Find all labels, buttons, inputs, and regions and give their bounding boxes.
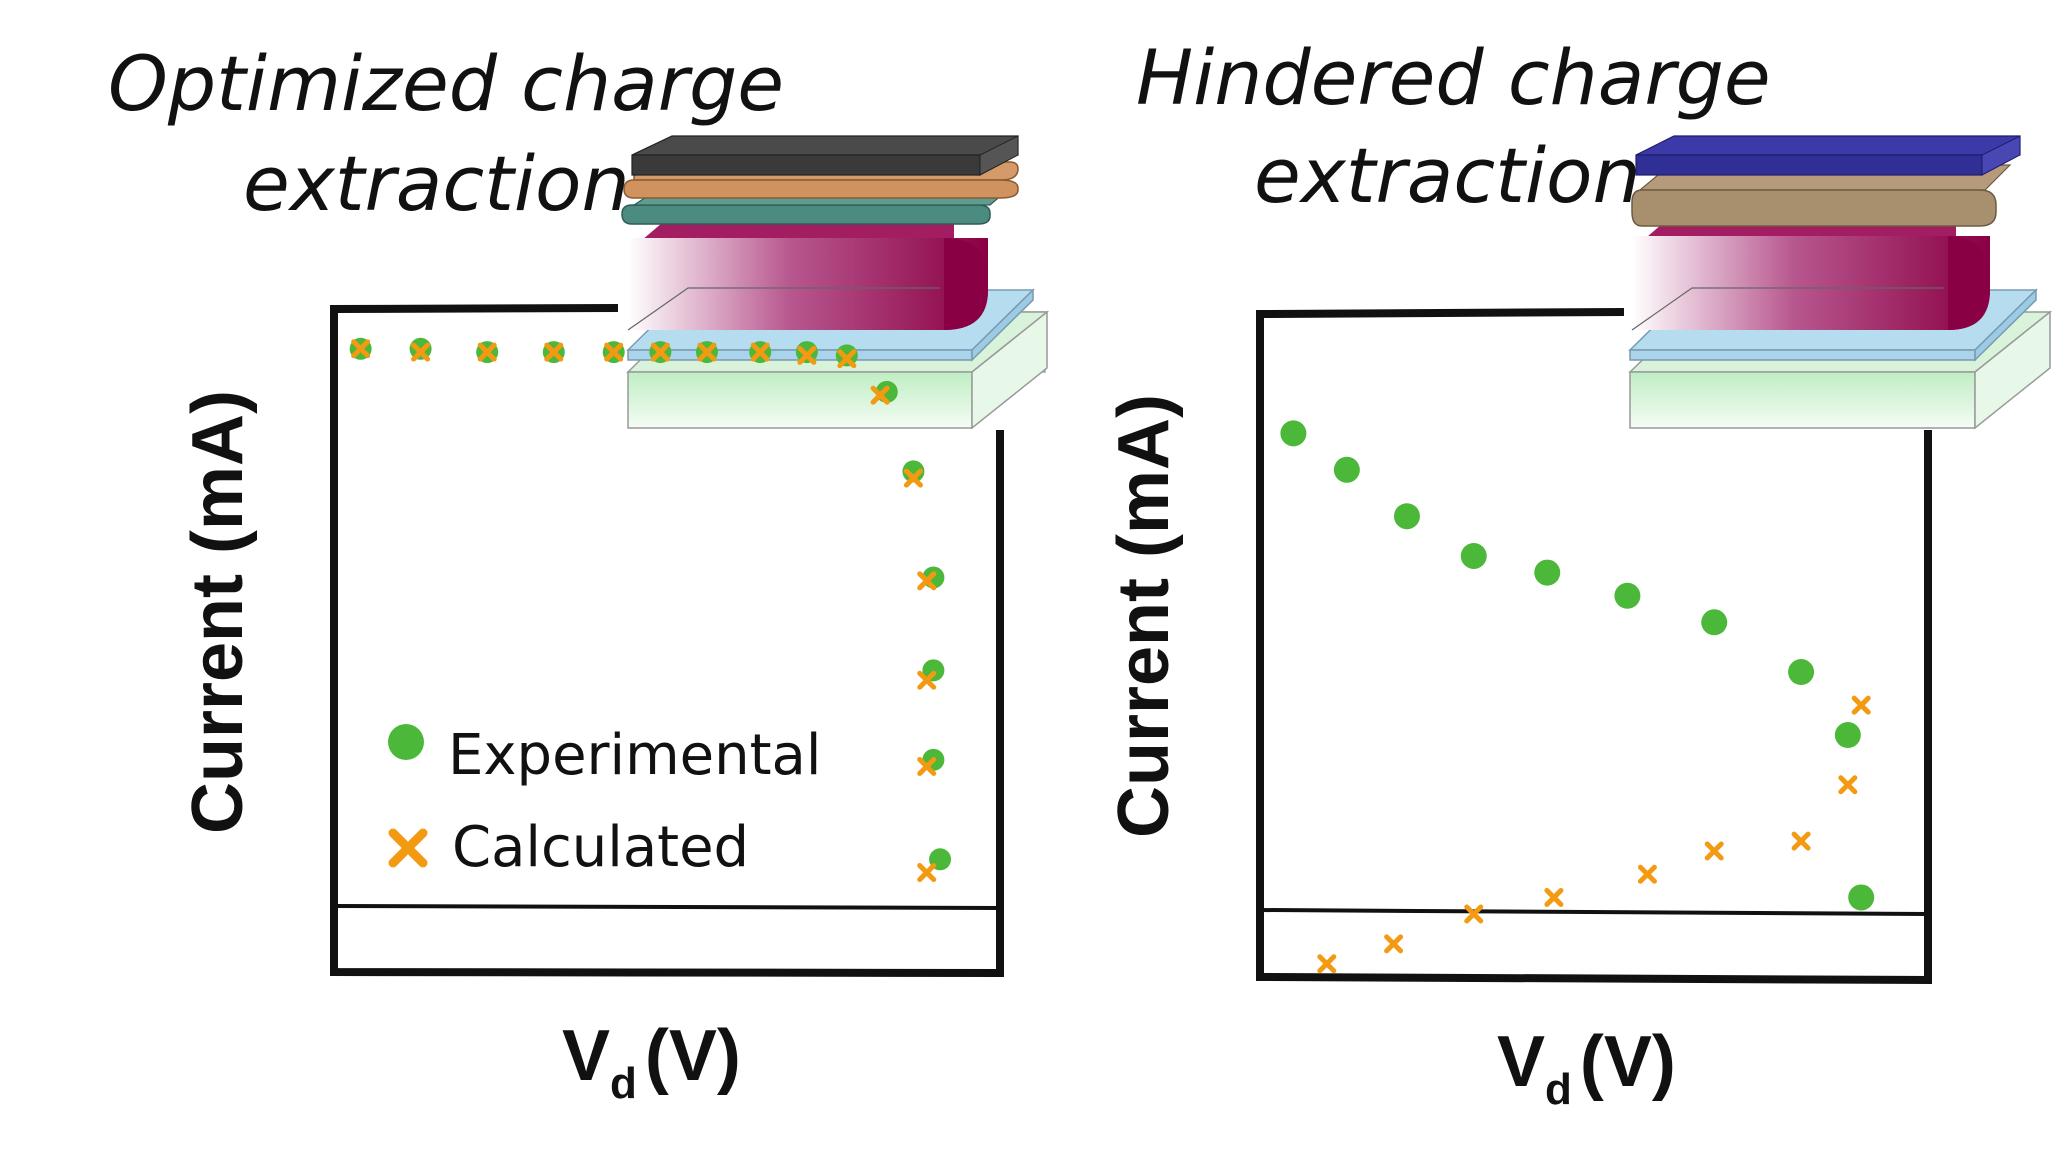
- zero-line-left: [333, 904, 1001, 910]
- panel-title-left-line2: extraction: [243, 139, 630, 228]
- experimental-point: [902, 460, 925, 483]
- calculated-point: [1317, 954, 1337, 974]
- experimental-point: [1534, 559, 1561, 586]
- calculated-point: [870, 385, 890, 405]
- legend-experimental-marker: [388, 724, 424, 760]
- calculated-point: [650, 342, 670, 362]
- experimental-point: [1701, 609, 1728, 636]
- legend-experimental-label: Experimental: [448, 723, 821, 788]
- calculated-point: [411, 342, 431, 362]
- zero-line-right: [1259, 908, 1929, 916]
- data-marks-right: [1280, 420, 1875, 974]
- panel-optimized: Optimized charge extraction Current (mA)…: [108, 39, 1050, 1108]
- calculated-point: [750, 342, 770, 362]
- experimental-point: [1834, 722, 1861, 749]
- calculated-point: [1384, 934, 1404, 954]
- x-axis-label-unit: (V): [1580, 1022, 1676, 1102]
- legend-calculated-marker: [388, 828, 428, 868]
- calculated-point: [917, 670, 937, 690]
- panel-hindered: Hindered charge extraction Current (mA) …: [1104, 33, 2053, 1114]
- y-axis-label-right: Current (mA): [1104, 394, 1184, 838]
- experimental-point: [1614, 582, 1641, 609]
- experimental-point: [1393, 503, 1420, 530]
- calculated-point: [1704, 841, 1724, 861]
- experimental-point: [1788, 659, 1815, 686]
- calculated-point: [1851, 695, 1871, 715]
- calculated-point: [917, 756, 937, 776]
- panel-title-right-line2: extraction: [1254, 131, 1641, 220]
- calculated-point: [544, 342, 564, 362]
- data-marks-left: [349, 337, 952, 883]
- calculated-point: [1838, 775, 1858, 795]
- calculated-point: [604, 342, 624, 362]
- x-axis-label-right: Vd (V): [1497, 1022, 1676, 1114]
- experimental-point: [1333, 456, 1360, 483]
- y-axis-label-left: Current (mA): [178, 390, 258, 834]
- x-axis-label-sub: d: [1545, 1065, 1572, 1114]
- calculated-point: [697, 342, 717, 362]
- x-axis-label-unit: (V): [645, 1016, 741, 1096]
- experimental-point: [1848, 884, 1875, 911]
- x-axis-label-var: V: [1497, 1022, 1545, 1102]
- calculated-point: [797, 345, 817, 365]
- experimental-point: [1280, 420, 1307, 447]
- calculated-point: [1464, 904, 1484, 924]
- x-axis-label-sub: d: [610, 1059, 637, 1108]
- calculated-point: [917, 571, 937, 591]
- experimental-point: [1460, 542, 1487, 569]
- panel-title-right-line1: Hindered charge: [1136, 33, 1771, 122]
- layered-device-stack-icon: [621, 135, 1050, 430]
- layered-device-stack-icon: [1628, 135, 2053, 430]
- calculated-point: [477, 342, 497, 362]
- plot-frame-right: [1256, 308, 1932, 985]
- plot-frame-left: [330, 304, 1004, 978]
- calculated-point: [903, 468, 923, 488]
- calculated-point: [1637, 864, 1657, 884]
- legend-calculated-label: Calculated: [452, 815, 749, 880]
- calculated-point: [1791, 831, 1811, 851]
- panel-title-left-line1: Optimized charge: [108, 39, 784, 128]
- calculated-point: [917, 863, 937, 883]
- x-axis-label-left: Vd (V): [562, 1016, 741, 1108]
- calculated-point: [1544, 887, 1564, 907]
- calculated-point: [351, 339, 371, 359]
- legend: Experimental Calculated: [388, 723, 821, 880]
- calculated-point: [837, 349, 857, 369]
- x-axis-label-var: V: [562, 1016, 610, 1096]
